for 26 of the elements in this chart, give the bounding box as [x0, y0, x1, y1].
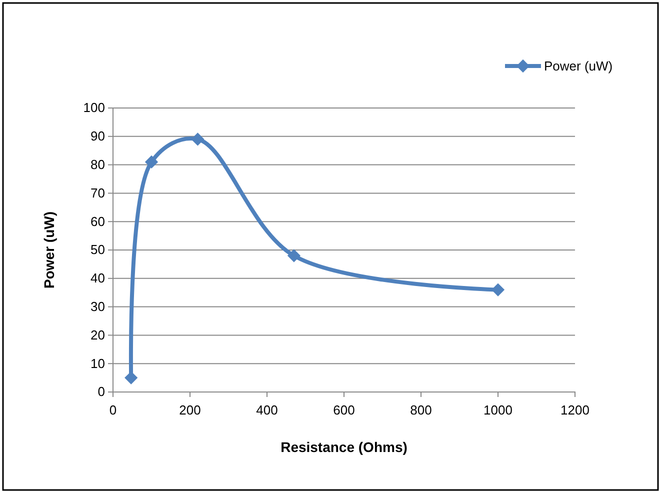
y-tick-label: 70 [90, 185, 105, 200]
y-tick-label: 60 [90, 214, 105, 229]
y-tick-label: 100 [83, 100, 105, 116]
x-tick-label: 1200 [560, 402, 590, 418]
y-tick-label: 80 [90, 156, 105, 172]
point [144, 155, 158, 169]
x-tick-label: 600 [333, 402, 355, 418]
legend-label: Power (uW) [544, 58, 613, 74]
y-tick-label: 0 [98, 384, 105, 400]
x-tick-label: 1000 [484, 402, 512, 418]
point [287, 249, 301, 262]
y-tick-label: 10 [90, 356, 105, 371]
point [491, 283, 505, 296]
x-tick-label: 800 [410, 402, 432, 418]
point [124, 371, 138, 384]
x-tick-label: 400 [256, 402, 278, 418]
y-tick-label: 50 [90, 242, 105, 258]
point [191, 132, 204, 146]
y-tick-label: 90 [90, 128, 105, 144]
x-tick-label: 0 [109, 402, 117, 418]
x-tick-label: 200 [179, 402, 201, 418]
y-tick-label: 30 [90, 298, 105, 314]
x-axis-title: Resistance (Ohms) [280, 439, 408, 455]
y-tick-label: 40 [90, 270, 105, 286]
y-tick-label: 20 [90, 327, 105, 342]
y-axis-title: Power (uW) [41, 212, 57, 288]
